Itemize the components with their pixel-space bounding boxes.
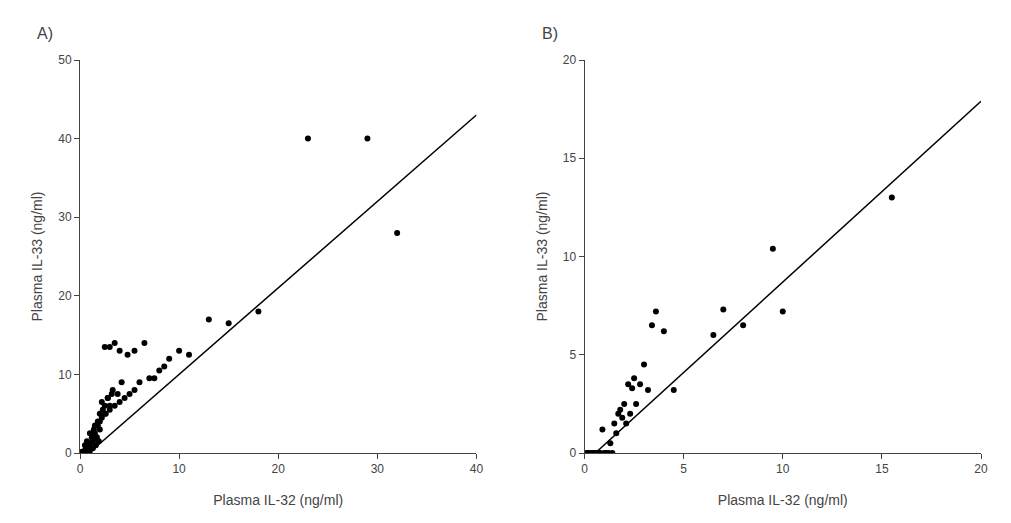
svg-text:30: 30: [371, 462, 385, 476]
svg-text:15: 15: [875, 462, 889, 476]
svg-text:10: 10: [58, 368, 72, 382]
svg-text:A): A): [37, 25, 53, 42]
svg-text:10: 10: [776, 462, 790, 476]
svg-text:0: 0: [77, 462, 84, 476]
svg-text:Plasma IL-33 (ng/ml): Plasma IL-33 (ng/ml): [29, 192, 45, 322]
svg-text:40: 40: [58, 132, 72, 146]
svg-text:0: 0: [65, 446, 72, 460]
svg-text:5: 5: [569, 348, 576, 362]
svg-text:Plasma IL-32 (ng/ml): Plasma IL-32 (ng/ml): [718, 492, 848, 508]
svg-text:50: 50: [58, 53, 72, 67]
svg-text:20: 20: [974, 462, 988, 476]
svg-text:20: 20: [563, 53, 577, 67]
svg-text:30: 30: [58, 210, 72, 224]
svg-text:10: 10: [563, 250, 577, 264]
svg-text:0: 0: [581, 462, 588, 476]
svg-text:20: 20: [272, 462, 286, 476]
svg-text:10: 10: [172, 462, 186, 476]
svg-text:Plasma IL-33 (ng/ml): Plasma IL-33 (ng/ml): [534, 192, 550, 322]
svg-text:20: 20: [58, 289, 72, 303]
svg-text:40: 40: [470, 462, 484, 476]
svg-text:Plasma IL-32 (ng/ml): Plasma IL-32 (ng/ml): [213, 492, 343, 508]
svg-text:0: 0: [569, 446, 576, 460]
svg-text:B): B): [542, 25, 558, 42]
svg-text:15: 15: [563, 151, 577, 165]
svg-text:5: 5: [680, 462, 687, 476]
